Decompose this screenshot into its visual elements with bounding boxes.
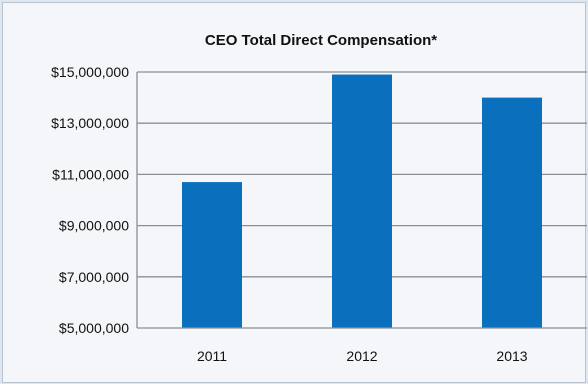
y-tick-label: $15,000,000 <box>51 64 129 80</box>
bars <box>182 74 542 328</box>
y-tick-label: $5,000,000 <box>59 320 129 336</box>
x-tick-label: 2012 <box>346 348 377 364</box>
bar-chart: CEO Total Direct Compensation* $15,000,0… <box>51 32 587 364</box>
x-tick-label: 2013 <box>496 348 527 364</box>
x-tick-labels: 2011 2012 2013 <box>197 348 528 364</box>
chart-title: CEO Total Direct Compensation* <box>205 32 437 49</box>
bar-2011 <box>182 182 242 328</box>
y-tick-label: $11,000,000 <box>52 166 129 182</box>
y-tick-label: $9,000,000 <box>59 218 129 234</box>
y-tick-labels: $15,000,000 $13,000,000 $11,000,000 $9,000,… <box>51 64 129 336</box>
y-tick-label: $13,000,000 <box>51 115 129 131</box>
x-tick-label: 2011 <box>197 348 227 364</box>
bar-2013 <box>482 97 542 328</box>
axes <box>136 72 587 329</box>
bar-2012 <box>332 74 392 328</box>
y-tick-label: $7,000,000 <box>59 269 129 285</box>
